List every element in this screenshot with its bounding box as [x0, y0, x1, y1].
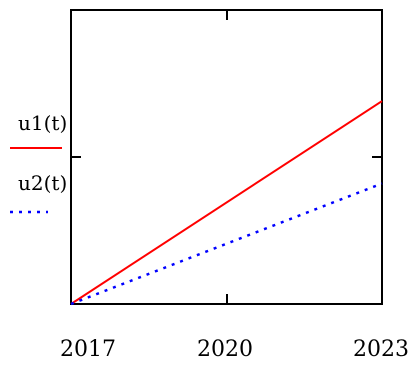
- series-line-1: [70, 100, 383, 305]
- legend-label-u1: u1(t): [18, 111, 67, 135]
- legend-label-u2: u2(t): [18, 171, 67, 195]
- plot-frame: [70, 9, 383, 305]
- x-tick-label-2020: 2020: [197, 337, 253, 362]
- series-line-2: [70, 182, 383, 306]
- series-layer: [70, 100, 383, 306]
- x-tick-label-2017: 2017: [60, 337, 116, 362]
- x-tick-label-2023: 2023: [353, 337, 409, 362]
